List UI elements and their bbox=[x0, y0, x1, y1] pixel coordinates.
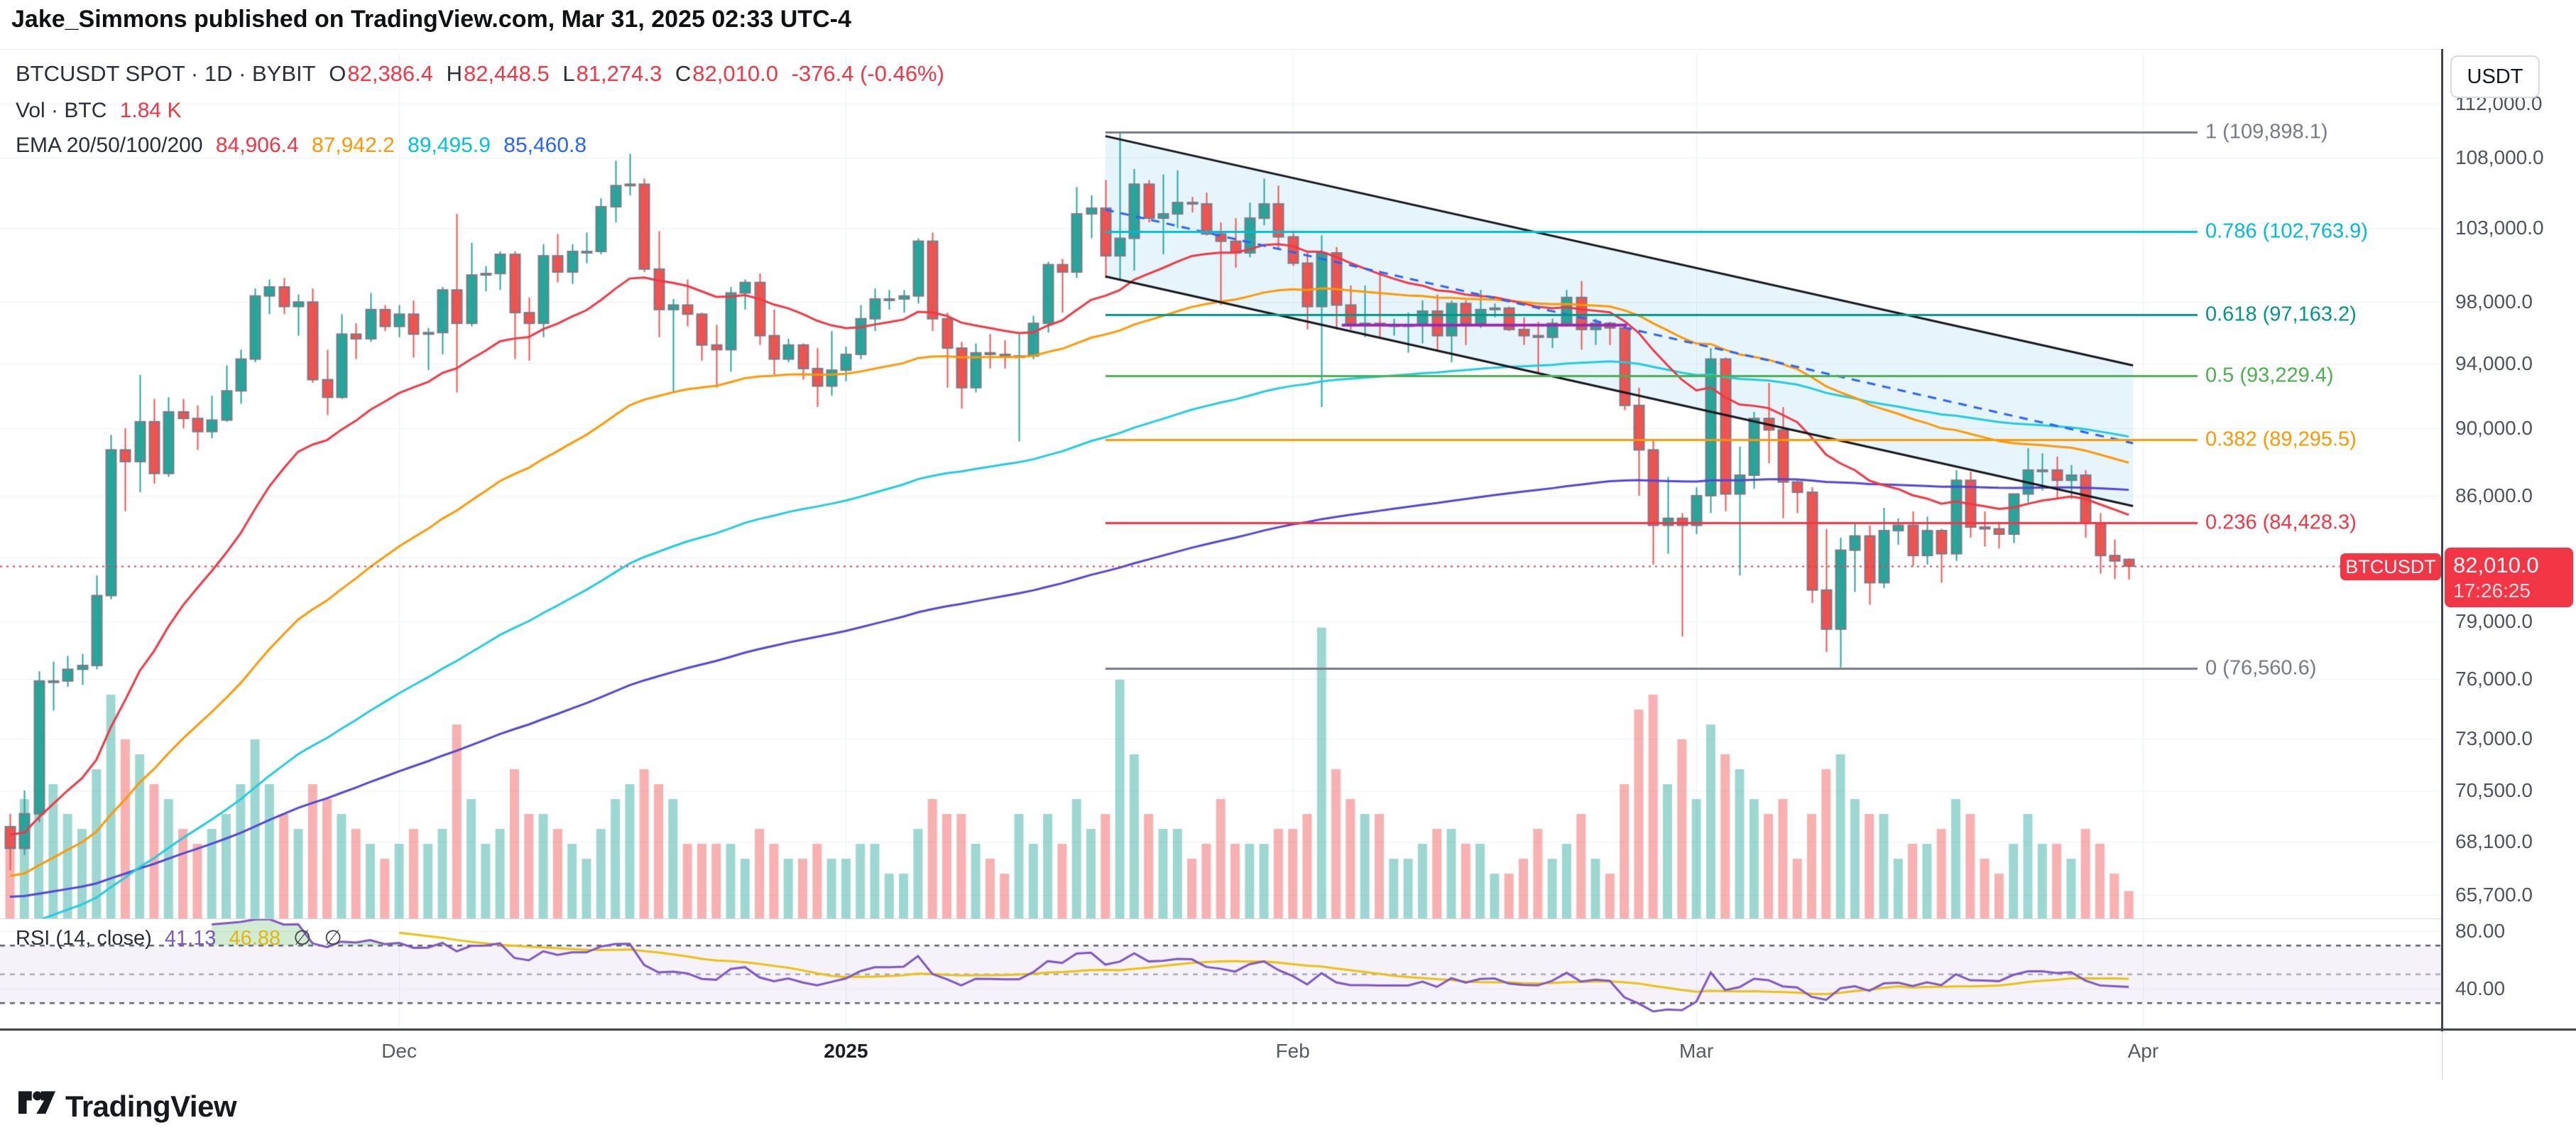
rsi-label: RSI (14, close) bbox=[16, 927, 152, 950]
price-axis-panel[interactable] bbox=[2443, 49, 2576, 1031]
price-tick-label: 98,000.0 bbox=[2455, 291, 2533, 313]
rsi-tick-label: 80.00 bbox=[2455, 920, 2506, 942]
low-value: 81,274.3 bbox=[576, 61, 662, 86]
time-tick-label: Feb bbox=[1275, 1040, 1310, 1062]
ema-legend-row[interactable]: EMA 20/50/100/200 84,906.4 87,942.2 89,4… bbox=[16, 134, 594, 158]
ema50-value: 87,942.2 bbox=[312, 134, 395, 157]
rsi-tick-label: 40.00 bbox=[2455, 977, 2506, 999]
price-tick-label: 70,500.0 bbox=[2455, 778, 2533, 801]
volume-legend-row[interactable]: Vol · BTC 1.84 K bbox=[16, 99, 188, 123]
price-tick-label: 86,000.0 bbox=[2455, 484, 2533, 506]
price-tick-label: 108,000.0 bbox=[2455, 146, 2544, 169]
ema100-value: 89,495.9 bbox=[408, 134, 491, 157]
low-label: L bbox=[562, 61, 575, 86]
ema20-value: 84,906.4 bbox=[215, 134, 299, 157]
rsi-ma-value: 46.88 bbox=[229, 927, 281, 950]
time-axis-border bbox=[2442, 1031, 2443, 1080]
published-attribution-title: Jake_Simmons published on TradingView.co… bbox=[11, 6, 851, 33]
rsi-empty-icon: ∅ bbox=[293, 927, 312, 950]
price-tick-label: 76,000.0 bbox=[2455, 668, 2533, 690]
time-tick-label: Mar bbox=[1679, 1040, 1714, 1062]
price-tick-label: 103,000.0 bbox=[2455, 217, 2544, 239]
rsi-legend-row[interactable]: RSI (14, close) 41.13 46.88 ∅ ∅ bbox=[16, 925, 349, 950]
price-tick-label: 79,000.0 bbox=[2455, 610, 2533, 633]
change-value: -376.4 (-0.46%) bbox=[791, 61, 944, 86]
close-value: 82,010.0 bbox=[692, 61, 778, 86]
tradingview-logo-icon bbox=[18, 1091, 55, 1122]
time-axis-separator bbox=[0, 1028, 2576, 1031]
price-tick-label: 90,000.0 bbox=[2455, 417, 2533, 439]
rsi-value: 41.13 bbox=[164, 927, 217, 950]
tradingview-brand-text: TradingView bbox=[65, 1090, 237, 1123]
bar-close-countdown: 17:26:25 bbox=[2453, 580, 2531, 602]
fib-level-label[interactable]: 0.618 (97,163.2) bbox=[2205, 303, 2357, 326]
high-value: 82,448.5 bbox=[464, 61, 550, 86]
currency-toggle-button[interactable]: USDT bbox=[2450, 55, 2540, 98]
open-label: O bbox=[329, 61, 346, 86]
ema-label: EMA 20/50/100/200 bbox=[16, 134, 203, 157]
fib-level-label[interactable]: 0.786 (102,763.9) bbox=[2205, 219, 2368, 243]
price-tick-label: 68,100.0 bbox=[2455, 830, 2533, 853]
last-price-axis-badge[interactable]: 82,010.0 17:26:25 bbox=[2445, 548, 2573, 607]
tradingview-footer[interactable]: TradingView bbox=[18, 1090, 237, 1124]
ema200-value: 85,460.8 bbox=[503, 134, 587, 157]
time-tick-label: Dec bbox=[381, 1040, 417, 1062]
price-tick-label: 65,700.0 bbox=[2455, 884, 2533, 906]
symbol-legend-row[interactable]: BTCUSDT SPOT · 1D · BYBIT O82,386.4 H82,… bbox=[16, 61, 951, 87]
fib-level-label[interactable]: 0 (76,560.6) bbox=[2205, 656, 2317, 680]
volume-value: 1.84 K bbox=[119, 99, 182, 122]
symbol-title: BTCUSDT SPOT · 1D · BYBIT bbox=[16, 61, 316, 86]
time-tick-label: Apr bbox=[2127, 1040, 2159, 1062]
fib-level-label[interactable]: 0.236 (84,428.3) bbox=[2205, 511, 2357, 534]
price-axis-border bbox=[2441, 49, 2443, 1031]
open-value: 82,386.4 bbox=[347, 61, 434, 86]
last-price-symbol-badge[interactable]: BTCUSDT bbox=[2340, 553, 2441, 580]
price-tick-label: 94,000.0 bbox=[2455, 352, 2533, 375]
price-chart-canvas[interactable] bbox=[0, 49, 2443, 1031]
plot-top-border bbox=[0, 49, 2441, 50]
volume-label: Vol · BTC bbox=[16, 99, 107, 122]
high-label: H bbox=[446, 61, 463, 86]
price-tick-label: 73,000.0 bbox=[2455, 727, 2533, 750]
last-price-value: 82,010.0 bbox=[2453, 553, 2539, 577]
fib-level-label[interactable]: 0.5 (93,229.4) bbox=[2205, 364, 2334, 387]
time-tick-label: 2025 bbox=[824, 1040, 868, 1062]
fib-level-label[interactable]: 0.382 (89,295.5) bbox=[2205, 428, 2357, 451]
close-label: C bbox=[675, 61, 692, 86]
rsi-empty-icon: ∅ bbox=[324, 927, 342, 950]
fib-level-label[interactable]: 1 (109,898.1) bbox=[2205, 120, 2328, 143]
